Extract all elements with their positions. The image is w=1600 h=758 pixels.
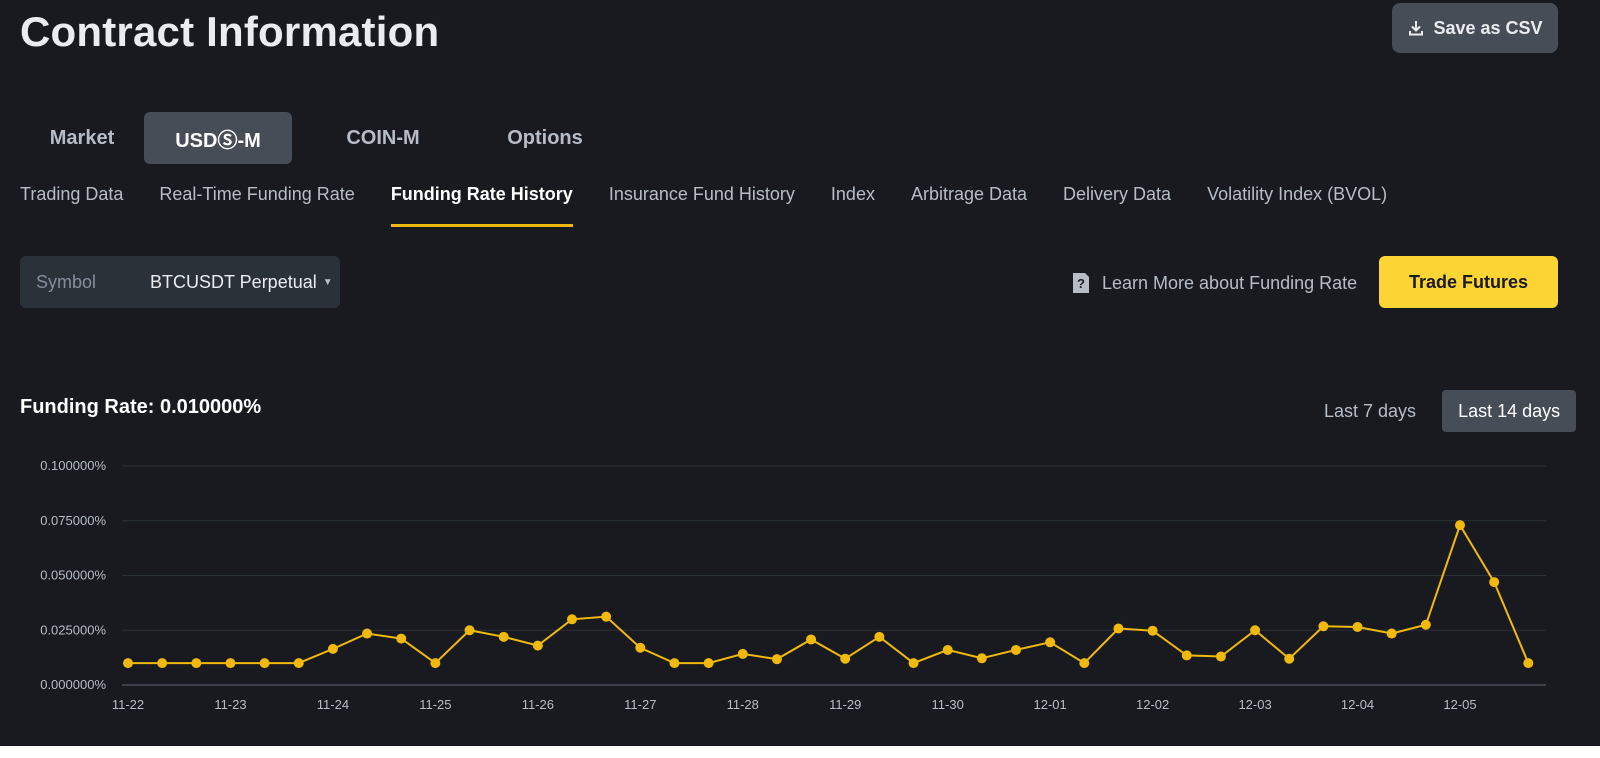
data-point bbox=[635, 642, 646, 653]
tab-delivery-data[interactable]: Delivery Data bbox=[1063, 184, 1172, 204]
data-point bbox=[1420, 619, 1431, 630]
last-14-days-button[interactable]: Last 14 days bbox=[1442, 390, 1577, 432]
data-point bbox=[1113, 623, 1124, 634]
tab-funding-rate-history[interactable]: Funding Rate History bbox=[390, 184, 573, 228]
tab-options[interactable]: Options bbox=[507, 126, 583, 149]
data-point bbox=[1455, 520, 1465, 531]
y-tick-label: 0.100000% bbox=[40, 458, 106, 473]
x-tick-label: 11-26 bbox=[522, 697, 554, 712]
data-point bbox=[1181, 650, 1192, 661]
data-point bbox=[1284, 653, 1295, 664]
x-tick-label: 11-30 bbox=[932, 697, 964, 712]
data-point bbox=[806, 634, 817, 645]
data-point bbox=[942, 644, 953, 655]
tab-coin-m[interactable]: COIN-M bbox=[346, 126, 420, 149]
x-tick-label: 12-05 bbox=[1443, 697, 1476, 712]
x-tick-label: 11-29 bbox=[829, 697, 861, 712]
data-point bbox=[1386, 628, 1397, 639]
data-point bbox=[737, 648, 748, 659]
data-point bbox=[771, 654, 782, 665]
data-point bbox=[703, 658, 714, 669]
tab-real-time-funding-rate[interactable]: Real-Time Funding Rate bbox=[159, 184, 355, 204]
x-tick-label: 12-03 bbox=[1238, 697, 1271, 712]
x-tick-label: 11-28 bbox=[727, 697, 759, 712]
data-point bbox=[1147, 625, 1158, 636]
caret-down-icon: ▼ bbox=[322, 276, 333, 288]
data-point bbox=[123, 658, 133, 669]
data-point bbox=[327, 643, 338, 654]
data-point bbox=[1079, 658, 1090, 669]
svg-text:?: ? bbox=[1077, 276, 1085, 291]
download-icon bbox=[1409, 21, 1424, 36]
tab-volatility-index[interactable]: Volatility Index (BVOL) bbox=[1207, 184, 1388, 204]
data-point bbox=[498, 631, 509, 642]
save-csv-button[interactable]: Save as CSV bbox=[1392, 3, 1558, 53]
range-selector: Last 7 days Last 14 days bbox=[1308, 390, 1577, 432]
data-subtabs: Trading Data Real-Time Funding Rate Fund… bbox=[20, 184, 1423, 228]
data-point bbox=[191, 658, 202, 669]
y-tick-label: 0.050000% bbox=[40, 568, 106, 583]
tab-arbitrage-data[interactable]: Arbitrage Data bbox=[910, 184, 1028, 204]
data-point bbox=[1045, 637, 1056, 648]
data-point bbox=[976, 653, 987, 664]
data-point bbox=[396, 633, 407, 644]
learn-more-link[interactable]: ? Learn More about Funding Rate bbox=[1070, 270, 1357, 296]
data-point bbox=[874, 631, 885, 642]
learn-more-label: Learn More about Funding Rate bbox=[1102, 272, 1358, 293]
y-tick-label: 0.075000% bbox=[40, 513, 106, 528]
data-point bbox=[157, 658, 168, 669]
data-point bbox=[1352, 621, 1363, 632]
funding-rate-line bbox=[128, 522, 1530, 665]
x-tick-label: 11-27 bbox=[624, 697, 656, 712]
trade-futures-button[interactable]: Trade Futures bbox=[1379, 256, 1558, 308]
tab-market[interactable]: Market bbox=[49, 126, 115, 149]
save-csv-label: Save as CSV bbox=[1433, 17, 1543, 38]
data-point bbox=[293, 658, 304, 669]
y-tick-label: 0.000000% bbox=[40, 677, 106, 692]
market-tabs: Market USDⓈ-M COIN-M Options bbox=[20, 112, 616, 164]
help-doc-icon: ? bbox=[1073, 273, 1089, 293]
data-point bbox=[601, 611, 612, 622]
data-point bbox=[1011, 644, 1021, 655]
tab-trading-data[interactable]: Trading Data bbox=[20, 184, 124, 204]
x-tick-label: 11-25 bbox=[419, 697, 451, 712]
data-point bbox=[532, 640, 543, 651]
data-point bbox=[1215, 651, 1226, 662]
x-tick-label: 11-24 bbox=[317, 697, 349, 712]
x-tick-label: 12-01 bbox=[1034, 697, 1067, 712]
data-point bbox=[430, 658, 441, 669]
x-tick-label: 12-04 bbox=[1341, 697, 1374, 712]
bottom-edge bbox=[0, 746, 1600, 758]
data-point bbox=[669, 658, 680, 669]
data-point bbox=[362, 628, 373, 639]
x-tick-label: 11-23 bbox=[214, 697, 246, 712]
y-tick-label: 0.025000% bbox=[40, 622, 106, 637]
funding-rate-chart: 0.000000% 0.025000% 0.050000% 0.075000% 0.10… bbox=[40, 458, 1546, 712]
tab-usds-m[interactable]: USDⓈ-M bbox=[144, 112, 292, 164]
data-point bbox=[840, 653, 851, 664]
tab-insurance-fund-history[interactable]: Insurance Fund History bbox=[608, 184, 795, 204]
x-tick-label: 12-02 bbox=[1136, 697, 1169, 712]
x-tick-label: 11-22 bbox=[112, 697, 144, 712]
data-point bbox=[225, 658, 236, 669]
last-7-days-button[interactable]: Last 7 days bbox=[1324, 400, 1417, 421]
symbol-select[interactable]: Symbol BTCUSDT Perpetual ▼ bbox=[20, 256, 340, 308]
data-point bbox=[1318, 621, 1329, 632]
page-title: Contract Information bbox=[20, 8, 440, 55]
data-point bbox=[1523, 658, 1534, 669]
data-point bbox=[1250, 625, 1261, 636]
data-point bbox=[464, 625, 475, 636]
data-point bbox=[567, 614, 577, 625]
data-point bbox=[908, 658, 919, 669]
data-point bbox=[259, 658, 270, 669]
symbol-value: BTCUSDT Perpetual bbox=[150, 271, 317, 292]
symbol-label: Symbol bbox=[36, 271, 97, 292]
tab-index[interactable]: Index bbox=[830, 184, 875, 204]
data-point bbox=[1489, 577, 1500, 588]
funding-rate-value: Funding Rate: 0.010000% bbox=[20, 396, 262, 418]
